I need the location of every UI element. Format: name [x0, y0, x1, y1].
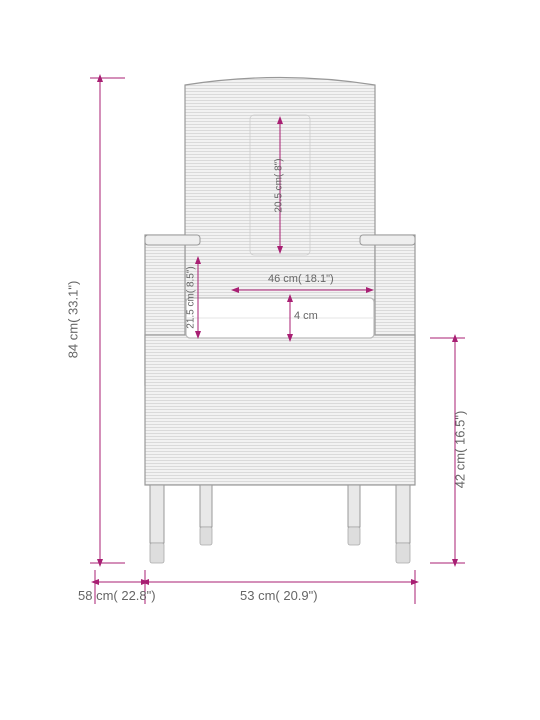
chair-illustration — [0, 0, 540, 720]
dimension-lines — [0, 0, 540, 720]
label-cushion-depth: 21.5 cm( 8.5") — [186, 266, 197, 328]
label-cushion-thickness: 4 cm — [294, 310, 318, 322]
label-width: 53 cm( 20.9") — [240, 588, 318, 603]
label-depth: 58 cm( 22.8") — [78, 588, 156, 603]
label-cushion-width: 46 cm( 18.1") — [268, 273, 334, 285]
dimension-diagram: 84 cm( 33.1") 42 cm( 16.5") 53 cm( 20.9"… — [0, 0, 540, 720]
label-total-height: 84 cm( 33.1") — [65, 281, 80, 359]
label-seat-height: 42 cm( 16.5") — [452, 411, 467, 489]
label-back-cushion-height: 20.5 cm( 8") — [274, 158, 285, 212]
